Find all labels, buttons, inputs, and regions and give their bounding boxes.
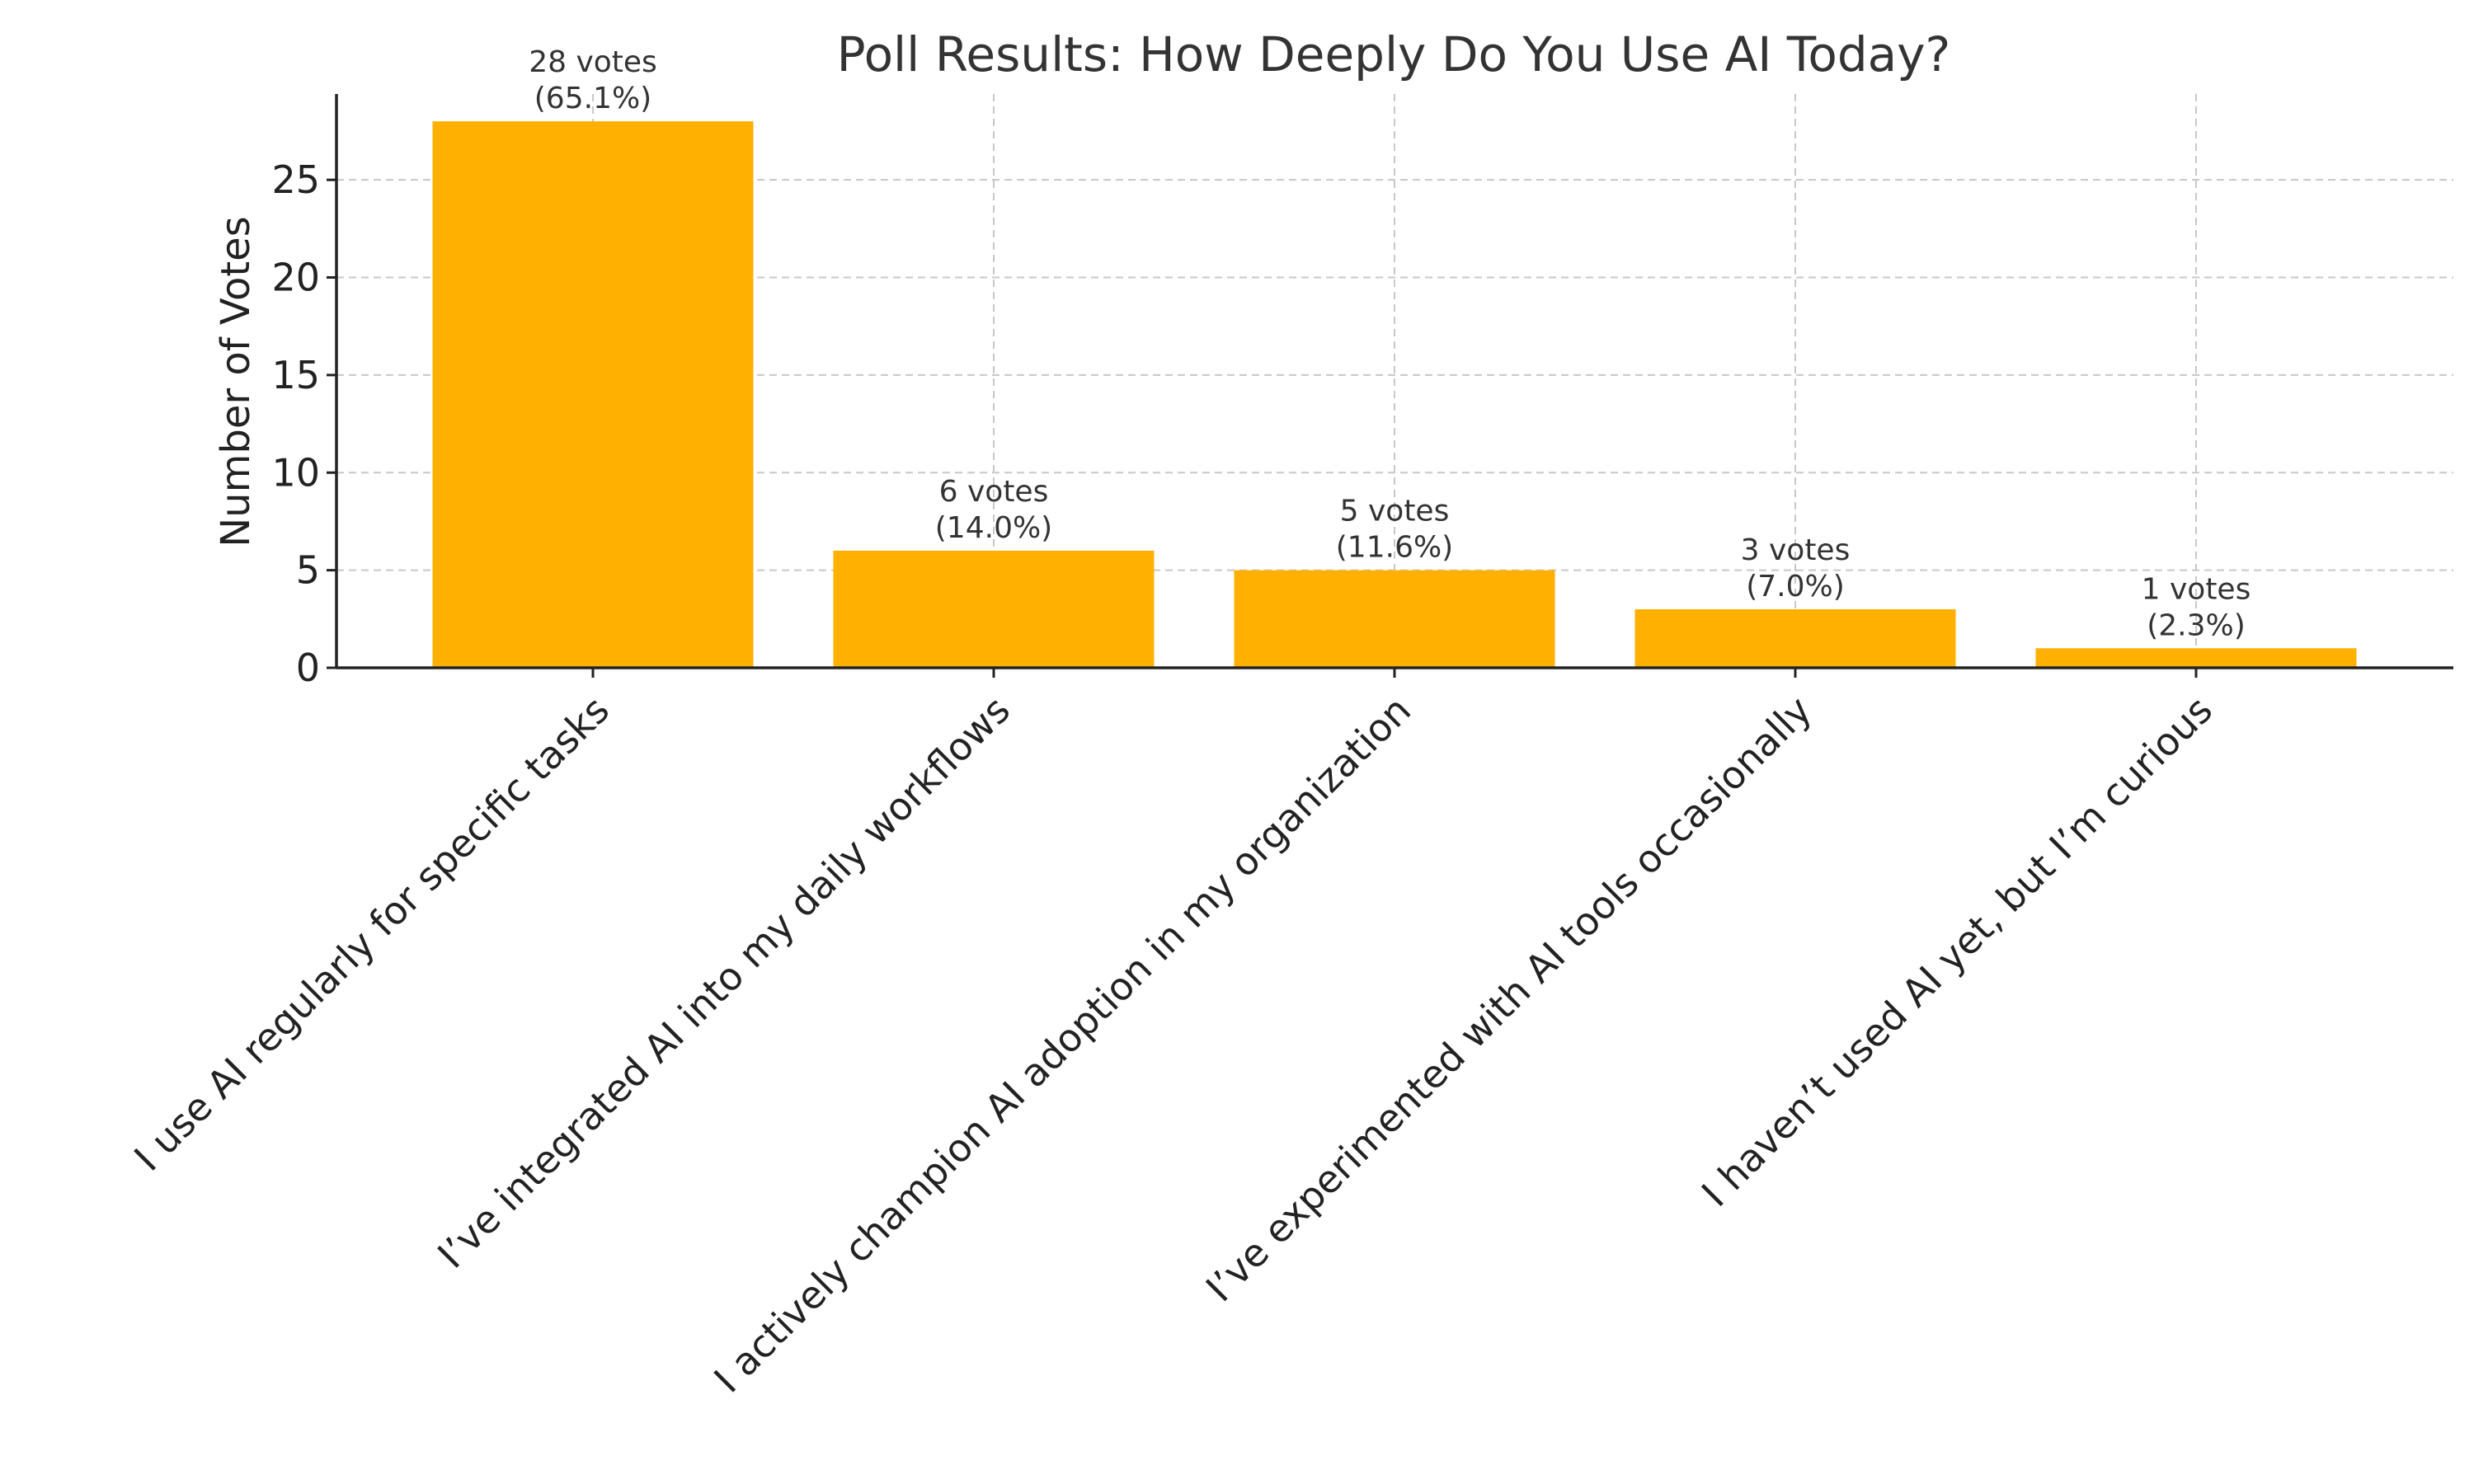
data-label-count: 3 votes xyxy=(1741,533,1851,567)
y-axis-ticks: 0 5 10 15 20 25 xyxy=(271,157,336,690)
x-tick-label: I actively champion AI adoption in my or… xyxy=(705,688,1419,1402)
y-tick-label: 10 xyxy=(271,450,320,495)
bar xyxy=(2035,648,2357,668)
data-label-count: 1 votes xyxy=(2142,572,2251,606)
bars xyxy=(432,121,2357,669)
bar xyxy=(833,550,1155,668)
y-tick-label: 20 xyxy=(271,256,320,300)
x-axis-ticks: I use AI regularly for specific tasks I’v… xyxy=(125,668,2221,1402)
y-tick-label: 15 xyxy=(271,353,320,397)
data-label-percent: (7.0%) xyxy=(1746,570,1845,603)
data-label-percent: (14.0%) xyxy=(935,511,1052,545)
data-label-count: 28 votes xyxy=(529,45,657,79)
y-tick-label: 5 xyxy=(296,548,320,593)
data-label-percent: (65.1%) xyxy=(534,82,651,115)
data-label-count: 5 votes xyxy=(1340,495,1450,528)
x-tick-label: I’ve experimented with AI tools occasion… xyxy=(1197,688,1820,1310)
x-tick-label: I use AI regularly for specific tasks xyxy=(125,688,618,1180)
bar xyxy=(432,121,754,669)
y-tick-label: 0 xyxy=(296,646,320,690)
data-label-percent: (2.3%) xyxy=(2147,608,2246,642)
y-axis-label: Number of Votes xyxy=(213,216,259,547)
data-labels: 28 votes(65.1%) 6 votes(14.0%) 5 votes(11.… xyxy=(529,45,2251,642)
bar xyxy=(1234,570,1555,668)
bar xyxy=(1634,608,1956,668)
chart-title: Poll Results: How Deeply Do You Use AI T… xyxy=(837,26,1951,82)
y-tick-label: 25 xyxy=(271,157,320,202)
data-label-percent: (11.6%) xyxy=(1336,531,1453,565)
data-label-count: 6 votes xyxy=(939,475,1049,509)
